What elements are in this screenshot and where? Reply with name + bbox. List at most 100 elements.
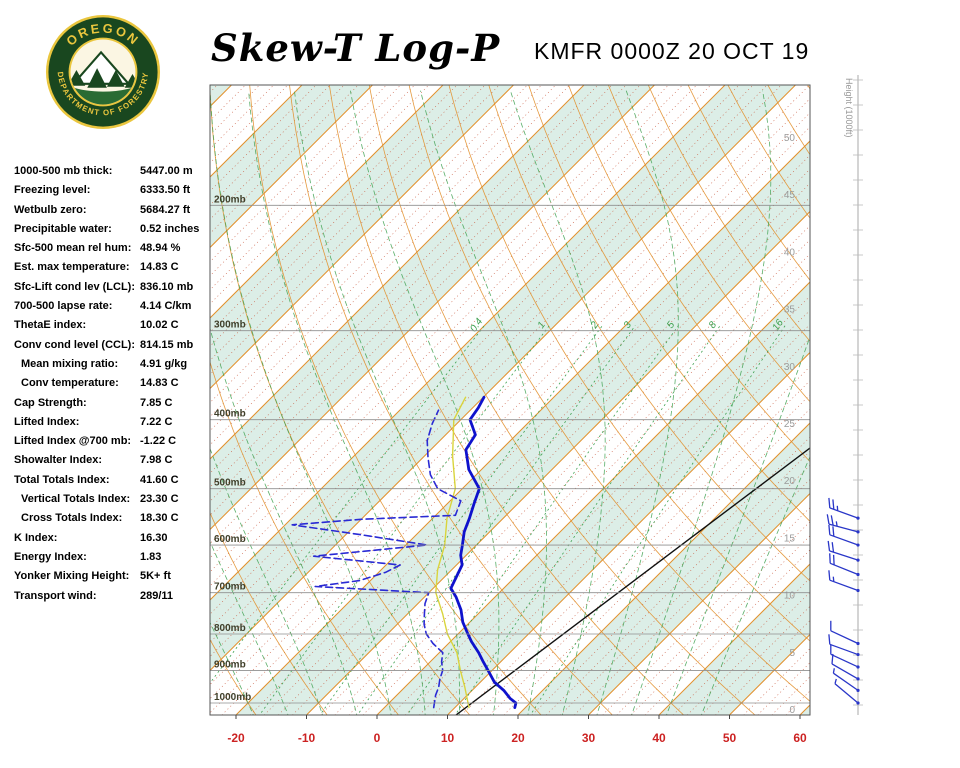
moist-adiabat <box>210 326 358 715</box>
stat-value: 5684.27 ft <box>140 203 191 216</box>
stat-label: Energy Index: <box>14 550 87 563</box>
pressure-label: 300mb <box>214 320 246 331</box>
stat-label: Total Totals Index: <box>14 473 110 486</box>
plot-area <box>0 79 810 716</box>
stat-row: 1000-500 mb thick: 5447.00 m <box>14 162 214 181</box>
moist-adiabat <box>420 90 547 715</box>
stat-label: Sfc-Lift cond lev (LCL): <box>14 280 135 293</box>
dry-adiabat <box>44 79 186 716</box>
stat-value: 7.22 C <box>140 415 173 428</box>
stat-row: Sfc-500 mean rel hum: 48.94 % <box>14 239 214 258</box>
isotherm-band <box>210 85 232 107</box>
moist-adiabat <box>631 90 772 715</box>
temp-tick-label: 0 <box>374 731 381 745</box>
stat-row: Precipitable water: 0.52 inches <box>14 220 214 239</box>
pressure-label: 1000mb <box>214 692 251 703</box>
height-tick-label: 35 <box>784 305 796 316</box>
wind-barb <box>828 524 860 547</box>
odf-logo: OREGON DEPARTMENT OF FORESTRY <box>45 14 161 130</box>
pressure-label: 800mb <box>214 623 246 634</box>
stat-label: Yonker Mixing Height: <box>14 570 130 583</box>
moist-adiabat <box>596 90 679 715</box>
stat-value: 14.83 C <box>140 377 179 390</box>
mixing-ratio-label: 8 <box>707 320 719 331</box>
stat-row: Yonker Mixing Height: 5K+ ft <box>14 567 214 586</box>
wind-barb <box>830 620 860 646</box>
stat-label: ThetaE index: <box>14 319 87 332</box>
wind-barb <box>826 514 860 534</box>
height-tick-label: 45 <box>784 190 796 201</box>
dewpoint-trace <box>291 409 462 709</box>
stat-value: 6333.50 ft <box>140 184 191 197</box>
stat-label: Cap Strength: <box>14 396 87 409</box>
wind-barb <box>828 497 860 520</box>
dry-adiabat <box>807 85 810 90</box>
stat-row: Transport wind: 289/11 <box>14 587 214 606</box>
station-datetime-label: KMFR 0000Z 20 OCT 19 <box>534 38 810 64</box>
wind-barb <box>828 634 860 657</box>
stat-row: Energy Index: 1.83 <box>14 548 214 567</box>
isotherm-band <box>210 85 796 671</box>
stat-label: 700-500 lapse rate: <box>14 300 113 313</box>
isotherm-band <box>236 141 810 715</box>
stat-row: Lifted Index: 7.22 C <box>14 413 214 432</box>
stat-value: 814.15 mb <box>140 338 194 351</box>
stat-value: 0.52 inches <box>140 222 200 235</box>
dry-adiabat <box>408 85 810 702</box>
stat-row: Showalter Index: 7.98 C <box>14 451 214 470</box>
temp-tick-label: -20 <box>227 731 245 745</box>
stat-value: 7.85 C <box>140 396 173 409</box>
stat-row: Freezing level: 6333.50 ft <box>14 181 214 200</box>
mixing-ratio-line <box>454 325 721 715</box>
dry-adiabat <box>210 638 257 715</box>
pressure-label: 600mb <box>214 534 246 545</box>
stat-row: Cap Strength: 7.85 C <box>14 394 214 413</box>
stat-row: ThetaE index: 10.02 C <box>14 316 214 335</box>
stat-label: 1000-500 mb thick: <box>14 165 113 177</box>
dry-adiabat <box>607 85 810 403</box>
page-title: Skew-T Log-P <box>211 26 501 70</box>
moist-adiabat <box>248 90 426 715</box>
stat-label: Freezing level: <box>14 184 91 197</box>
pressure-label: 700mb <box>214 582 246 593</box>
dry-adiabat <box>210 511 328 715</box>
stat-row: Wetbulb zero: 5684.27 ft <box>14 201 214 220</box>
wind-barb <box>831 653 860 681</box>
stat-row: K Index: 16.30 <box>14 529 214 548</box>
stat-label: Wetbulb zero: <box>14 203 87 216</box>
dry-adiabat <box>249 85 542 715</box>
height-tick-label: 20 <box>784 476 796 487</box>
dry-adiabat <box>328 85 685 715</box>
pressure-label: 200mb <box>214 194 246 205</box>
height-tick-label: 50 <box>784 133 796 144</box>
stat-value: 23.30 C <box>140 493 179 506</box>
stat-value: 16.30 <box>140 531 168 544</box>
stat-value: 14.83 C <box>140 261 179 274</box>
tree-icon <box>124 73 136 88</box>
pressure-label: 900mb <box>214 659 246 670</box>
moist-adiabat <box>294 90 460 715</box>
stat-row: Conv temperature: 14.83 C <box>14 374 214 393</box>
dry-adiabat <box>488 85 810 582</box>
dry-adiabat <box>210 85 471 715</box>
pressure-label: 400mb <box>214 409 246 420</box>
wind-barb <box>828 570 860 593</box>
stat-label: Lifted Index: <box>14 415 80 428</box>
stat-row: Sfc-Lift cond lev (LCL): 836.10 mb <box>14 278 214 297</box>
dry-adiabat <box>0 79 114 716</box>
stat-label: Vertical Totals Index: <box>21 493 131 506</box>
moist-adiabat <box>350 90 500 715</box>
temp-tick-label: 40 <box>652 731 666 745</box>
stat-value: 5K+ ft <box>140 570 171 583</box>
mixing-ratio-line <box>258 325 550 715</box>
stat-value: 48.94 % <box>140 242 181 255</box>
dry-adiabat <box>210 360 399 715</box>
stat-label: Conv cond level (CCL): <box>14 338 136 351</box>
moist-adiabat <box>700 455 810 715</box>
tree-icon <box>87 68 107 88</box>
stat-row: Cross Totals Index: 18.30 C <box>14 509 214 528</box>
temp-tick-label: 10 <box>441 731 455 745</box>
moist-adiabat <box>510 90 606 715</box>
stat-label: K Index: <box>14 531 58 544</box>
height-tick-label: 30 <box>784 362 796 373</box>
